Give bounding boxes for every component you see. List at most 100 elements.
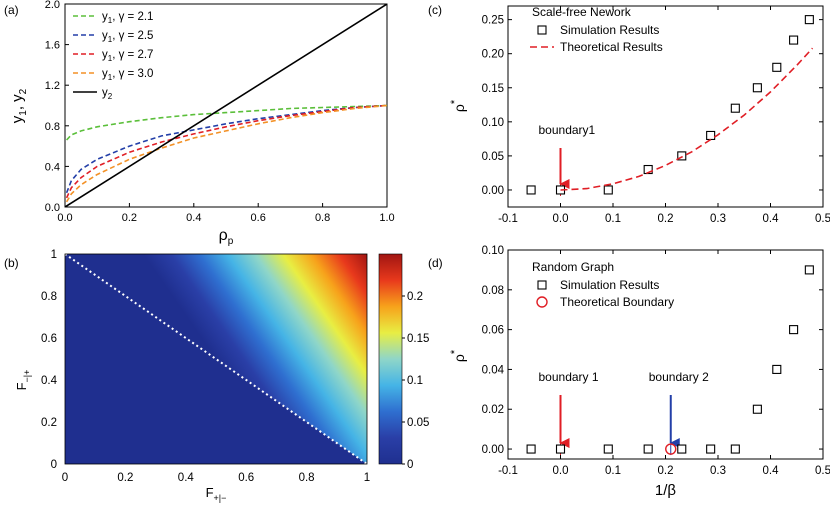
x-tick-label: -0.1: [498, 465, 518, 477]
x-tick-label: -0.1: [498, 213, 518, 225]
label-part: 1: [108, 16, 113, 25]
y-axis-label: y1, y2: [9, 88, 29, 123]
data-point-square: [526, 444, 536, 454]
label-part: F: [206, 485, 214, 500]
legend-label: y2: [102, 87, 113, 101]
y-tick-label: 0.8: [45, 121, 60, 133]
label-part: −|+: [22, 370, 32, 383]
data-point-square: [677, 151, 687, 161]
y-tick-label: 0.20: [482, 49, 504, 61]
x-tick-label: 0.3: [710, 465, 726, 477]
x-tick-label: 0.2: [122, 212, 137, 224]
legend-label: y1, γ = 3.0: [102, 68, 153, 82]
panel-d: -0.1 0.0 0.1 0.2 0.3 0.4 0.5 0.00 0.02 0.04 0.06 0.…: [449, 245, 830, 499]
y-tick-label: 0.2: [41, 417, 57, 429]
x-tick-label: 0.5: [815, 465, 830, 477]
data-point-square: [804, 265, 814, 275]
label-part: , γ = 2.7: [112, 49, 153, 61]
data-point-circle: [665, 443, 677, 455]
x-tick-label: 0.0: [553, 465, 569, 477]
x-tick-label: 0.8: [299, 472, 315, 484]
series-line: [65, 104, 387, 194]
y-tick-label: 0.02: [482, 404, 504, 416]
x-tick-label: 0.4: [763, 465, 780, 477]
y-axis-label: F−|+: [14, 370, 32, 391]
y-axis-label: ρ*: [449, 349, 467, 362]
x-tick-label: 0.0: [57, 212, 72, 224]
y-tick-label: 0.00: [482, 185, 504, 197]
legend-label: y1, γ = 2.5: [102, 30, 153, 44]
label-part: p: [228, 236, 234, 247]
y-tick-label: 0.4: [41, 375, 58, 387]
x-tick-label: 0.3: [710, 213, 726, 225]
label-part: 1: [108, 54, 113, 63]
x-tick-label: 1.0: [379, 212, 394, 224]
y-tick-label: 0.8: [41, 291, 57, 303]
colorbar: [378, 253, 403, 465]
data-point-square: [643, 444, 653, 454]
y-tick-label: 0.15: [482, 83, 504, 95]
x-axis-label: ρp: [219, 227, 234, 247]
label-part: y: [102, 30, 108, 42]
y-tick-label: 1.2: [45, 80, 60, 92]
x-tick-label: 0.6: [238, 472, 254, 484]
data-point-square: [706, 444, 716, 454]
panel-label-d: (d): [428, 256, 443, 270]
x-tick-label: 0.0: [553, 213, 569, 225]
x-tick-label: 0.4: [186, 212, 201, 224]
label-part: y: [102, 87, 108, 99]
data-point-square: [526, 185, 536, 195]
label-part: ,: [9, 102, 26, 110]
plot-frame: [64, 253, 368, 465]
x-tick-label: 0.4: [763, 213, 780, 225]
y-axis-label: ρ*: [449, 99, 467, 112]
label-part: , γ = 2.1: [112, 11, 153, 23]
colorbar-tick-label: 0.2: [407, 291, 423, 303]
x-axis-label: F+|−: [206, 485, 227, 503]
theory-line: [560, 47, 814, 191]
x-tick-label: 0.1: [605, 213, 621, 225]
series-line: [65, 104, 387, 199]
label-part: *: [449, 349, 461, 354]
label-part: 1: [18, 110, 29, 116]
plot-frame: [507, 5, 824, 208]
y-tick-label: 0.10: [482, 117, 504, 129]
y-tick-label: 0.04: [482, 364, 505, 376]
label-part: 1: [108, 35, 113, 44]
x-tick-label: 0.2: [117, 472, 133, 484]
y-tick-label: 0.6: [41, 333, 57, 345]
label-part: *: [449, 99, 461, 104]
label-part: ρ: [451, 354, 467, 362]
series-group: [65, 4, 387, 207]
y-tick-label: 1.6: [45, 40, 60, 52]
legend-label: Simulation Results: [560, 278, 659, 292]
colorbar-tick-label: 0: [407, 459, 413, 471]
x-tick-label: 0.2: [658, 213, 674, 225]
data-point-square: [772, 364, 782, 374]
series-line: [65, 4, 387, 207]
data-point-square: [772, 62, 782, 72]
legend-title: Scale-free Nework: [532, 5, 632, 19]
y-tick-label: 2.0: [45, 0, 60, 11]
label-part: , γ = 2.5: [112, 30, 153, 42]
y-tick-label: 0.06: [482, 325, 504, 337]
data-point-square: [804, 15, 814, 25]
data-point-square: [603, 444, 613, 454]
data-point-square: [752, 404, 762, 414]
label-part: ρ: [219, 227, 228, 244]
data-point-square: [730, 444, 740, 454]
x-axis-label: 1/β: [655, 482, 677, 499]
label-part: +|−: [214, 493, 227, 503]
data-point-square: [752, 83, 762, 93]
panel-label-a: (a): [4, 3, 19, 17]
x-tick-label: 0.4: [178, 472, 195, 484]
legend-swatch: [536, 296, 548, 308]
x-tick-label: 0.5: [815, 213, 830, 225]
data-point-square: [643, 164, 653, 175]
annotation-label: boundary 1: [539, 370, 599, 384]
label-part: ρ: [451, 104, 467, 112]
boundary-line: [64, 253, 368, 465]
data-point-square: [789, 325, 799, 335]
label-part: y: [9, 94, 26, 102]
y-tick-label: 0.08: [482, 285, 504, 297]
